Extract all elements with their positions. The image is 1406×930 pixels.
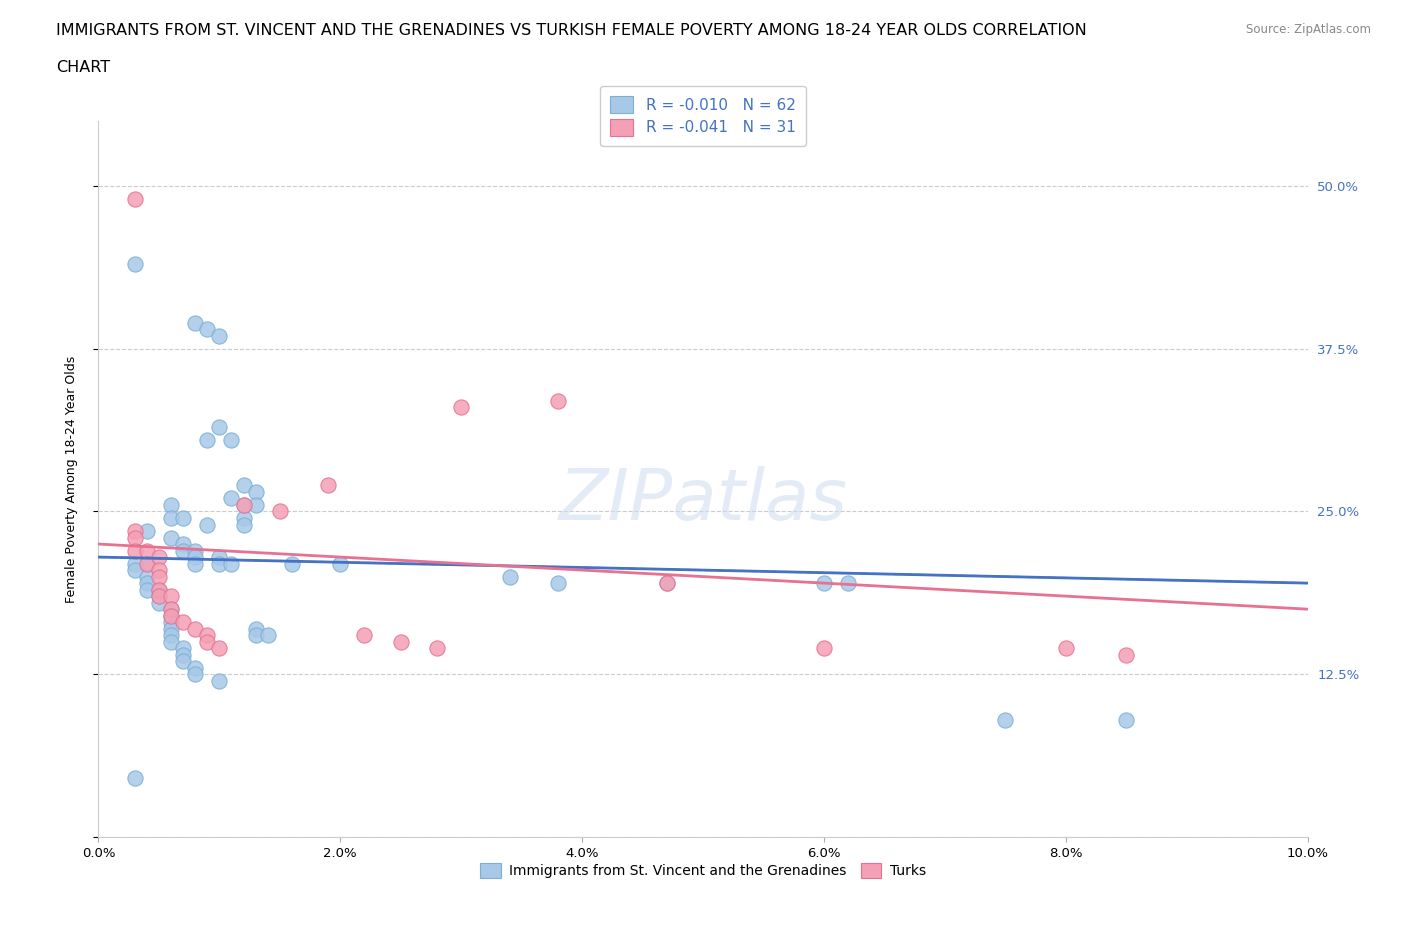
- Point: [1115, 647, 1137, 662]
- Point: [269, 504, 291, 519]
- Point: [208, 550, 231, 565]
- Point: [172, 647, 194, 662]
- Text: ZIPatlas: ZIPatlas: [558, 466, 848, 535]
- Point: [124, 524, 146, 538]
- Point: [160, 608, 183, 623]
- Point: [232, 517, 254, 532]
- Point: [184, 550, 207, 565]
- Point: [172, 654, 194, 669]
- Point: [148, 563, 170, 578]
- Point: [160, 511, 183, 525]
- Point: [184, 667, 207, 682]
- Point: [655, 576, 678, 591]
- Point: [195, 322, 218, 337]
- Y-axis label: Female Poverty Among 18-24 Year Olds: Female Poverty Among 18-24 Year Olds: [65, 355, 77, 603]
- Point: [184, 556, 207, 571]
- Point: [124, 563, 146, 578]
- Point: [135, 524, 157, 538]
- Point: [148, 589, 170, 604]
- Point: [172, 537, 194, 551]
- Point: [135, 569, 157, 584]
- Point: [148, 595, 170, 610]
- Point: [426, 641, 449, 656]
- Point: [160, 621, 183, 636]
- Point: [135, 556, 157, 571]
- Point: [221, 491, 243, 506]
- Point: [316, 478, 339, 493]
- Point: [450, 400, 472, 415]
- Point: [195, 634, 218, 649]
- Point: [994, 712, 1017, 727]
- Point: [148, 589, 170, 604]
- Point: [208, 673, 231, 688]
- Point: [160, 498, 183, 512]
- Point: [329, 556, 352, 571]
- Point: [160, 608, 183, 623]
- Point: [148, 582, 170, 597]
- Point: [232, 478, 254, 493]
- Point: [221, 432, 243, 447]
- Point: [221, 556, 243, 571]
- Text: Source: ZipAtlas.com: Source: ZipAtlas.com: [1246, 23, 1371, 36]
- Text: IMMIGRANTS FROM ST. VINCENT AND THE GRENADINES VS TURKISH FEMALE POVERTY AMONG 1: IMMIGRANTS FROM ST. VINCENT AND THE GREN…: [56, 23, 1087, 38]
- Point: [813, 641, 835, 656]
- Point: [135, 543, 157, 558]
- Point: [160, 634, 183, 649]
- Point: [160, 589, 183, 604]
- Point: [195, 517, 218, 532]
- Point: [353, 628, 375, 643]
- Point: [184, 315, 207, 330]
- Point: [172, 641, 194, 656]
- Point: [160, 602, 183, 617]
- Point: [184, 660, 207, 675]
- Point: [245, 485, 267, 499]
- Point: [172, 511, 194, 525]
- Point: [281, 556, 304, 571]
- Point: [160, 530, 183, 545]
- Point: [160, 602, 183, 617]
- Point: [172, 543, 194, 558]
- Point: [813, 576, 835, 591]
- Point: [547, 393, 569, 408]
- Point: [184, 621, 207, 636]
- Point: [124, 192, 146, 206]
- Point: [135, 556, 157, 571]
- Point: [389, 634, 412, 649]
- Point: [245, 621, 267, 636]
- Point: [160, 628, 183, 643]
- Point: [245, 628, 267, 643]
- Point: [837, 576, 859, 591]
- Point: [1054, 641, 1077, 656]
- Point: [184, 543, 207, 558]
- Point: [208, 328, 231, 343]
- Point: [655, 576, 678, 591]
- Point: [148, 582, 170, 597]
- Point: [208, 641, 231, 656]
- Point: [160, 615, 183, 630]
- Point: [135, 582, 157, 597]
- Legend: Immigrants from St. Vincent and the Grenadines, Turks: Immigrants from St. Vincent and the Gren…: [475, 857, 931, 884]
- Point: [208, 556, 231, 571]
- Point: [256, 628, 278, 643]
- Point: [245, 498, 267, 512]
- Point: [547, 576, 569, 591]
- Point: [135, 576, 157, 591]
- Point: [148, 569, 170, 584]
- Point: [124, 530, 146, 545]
- Point: [498, 569, 520, 584]
- Point: [124, 556, 146, 571]
- Point: [124, 257, 146, 272]
- Point: [195, 628, 218, 643]
- Point: [208, 419, 231, 434]
- Point: [172, 615, 194, 630]
- Point: [232, 498, 254, 512]
- Point: [1115, 712, 1137, 727]
- Point: [148, 550, 170, 565]
- Point: [232, 511, 254, 525]
- Point: [124, 543, 146, 558]
- Point: [195, 432, 218, 447]
- Point: [232, 498, 254, 512]
- Text: CHART: CHART: [56, 60, 110, 75]
- Point: [124, 771, 146, 786]
